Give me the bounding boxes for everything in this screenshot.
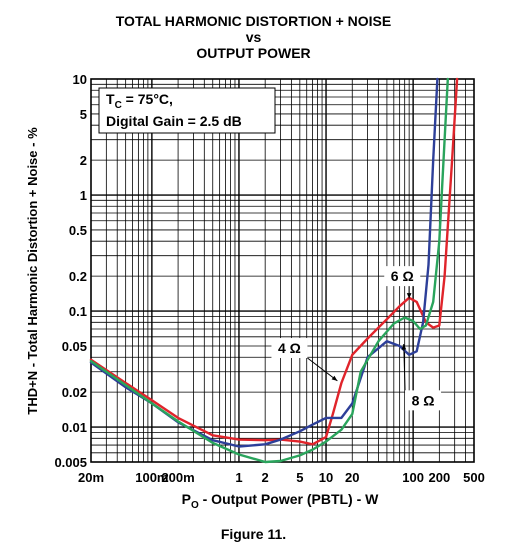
- chart-title-line-2: vs: [245, 29, 262, 45]
- y-tick-label: 1: [80, 188, 87, 203]
- annotation-box: [271, 338, 308, 359]
- x-tick-label: 5: [296, 470, 303, 485]
- y-tick-label: 0.02: [62, 385, 87, 400]
- y-tick-label: 5: [80, 107, 87, 122]
- y-tick-label: 0.01: [62, 420, 87, 435]
- y-tick-label: 0.2: [69, 269, 87, 284]
- y-tick-label: 0.1: [69, 304, 87, 319]
- annotation-label-3: 8 Ω: [412, 392, 435, 408]
- x-tick-label: 10: [319, 470, 333, 485]
- y-tick-labels: 0.005 0.01 0.02 0.05 0.1 0.2 0.5 1 2 5 10: [54, 72, 87, 470]
- series-line-1: [89, 77, 459, 446]
- annotation-box: [384, 266, 421, 287]
- y-tick-label: 2: [80, 153, 87, 168]
- annotation-label-1: 6 Ω: [391, 268, 414, 284]
- series-lines: [89, 77, 459, 464]
- annotation-leader: [307, 357, 338, 382]
- condition-line-2: Digital Gain = 2.5 dB: [106, 113, 242, 129]
- y-tick-label: 0.005: [54, 455, 87, 470]
- y-tick-label: 0.05: [62, 339, 87, 354]
- x-axis-label: PO - Output Power (PBTL) - W: [182, 491, 380, 511]
- y-tick-label: 0.5: [69, 223, 87, 238]
- x-tick-label: 20m: [78, 470, 104, 485]
- x-tick-label: 200m: [161, 470, 194, 485]
- x-tick-label: 500: [463, 470, 485, 485]
- x-tick-label: 100: [402, 470, 424, 485]
- condition-box: TC = 75°C, Digital Gain = 2.5 dB: [98, 87, 276, 134]
- annotation-arrowhead: [406, 293, 412, 299]
- annotation-leader: [403, 343, 406, 391]
- series-line-3: [89, 77, 449, 464]
- annotation-box: [405, 390, 442, 411]
- chart-title-line-1: TOTAL HARMONIC DISTORTION + NOISE: [115, 13, 392, 29]
- condition-line-1: TC = 75°C,: [106, 91, 173, 111]
- annotation-label-2: 4 Ω: [278, 340, 301, 356]
- x-tick-label: 100m: [135, 470, 168, 485]
- series-line-2: [89, 77, 439, 448]
- y-axis-label: THD+N - Total Harmonic Distortion + Nois…: [25, 127, 40, 415]
- annotations: 6 Ω 4 Ω 8 Ω: [271, 266, 442, 411]
- figure-caption: Figure 11.: [220, 526, 287, 542]
- x-tick-label: 20: [345, 470, 359, 485]
- annotation-arrowhead: [401, 343, 407, 350]
- x-tick-label: 1: [235, 470, 242, 485]
- chart-title-line-3: OUTPUT POWER: [196, 45, 311, 61]
- x-tick-label: 200: [428, 470, 450, 485]
- plot-frame: [90, 78, 475, 463]
- annotation-arrowhead: [331, 375, 338, 381]
- y-tick-label: 10: [73, 72, 87, 87]
- x-tick-label: 2: [262, 470, 269, 485]
